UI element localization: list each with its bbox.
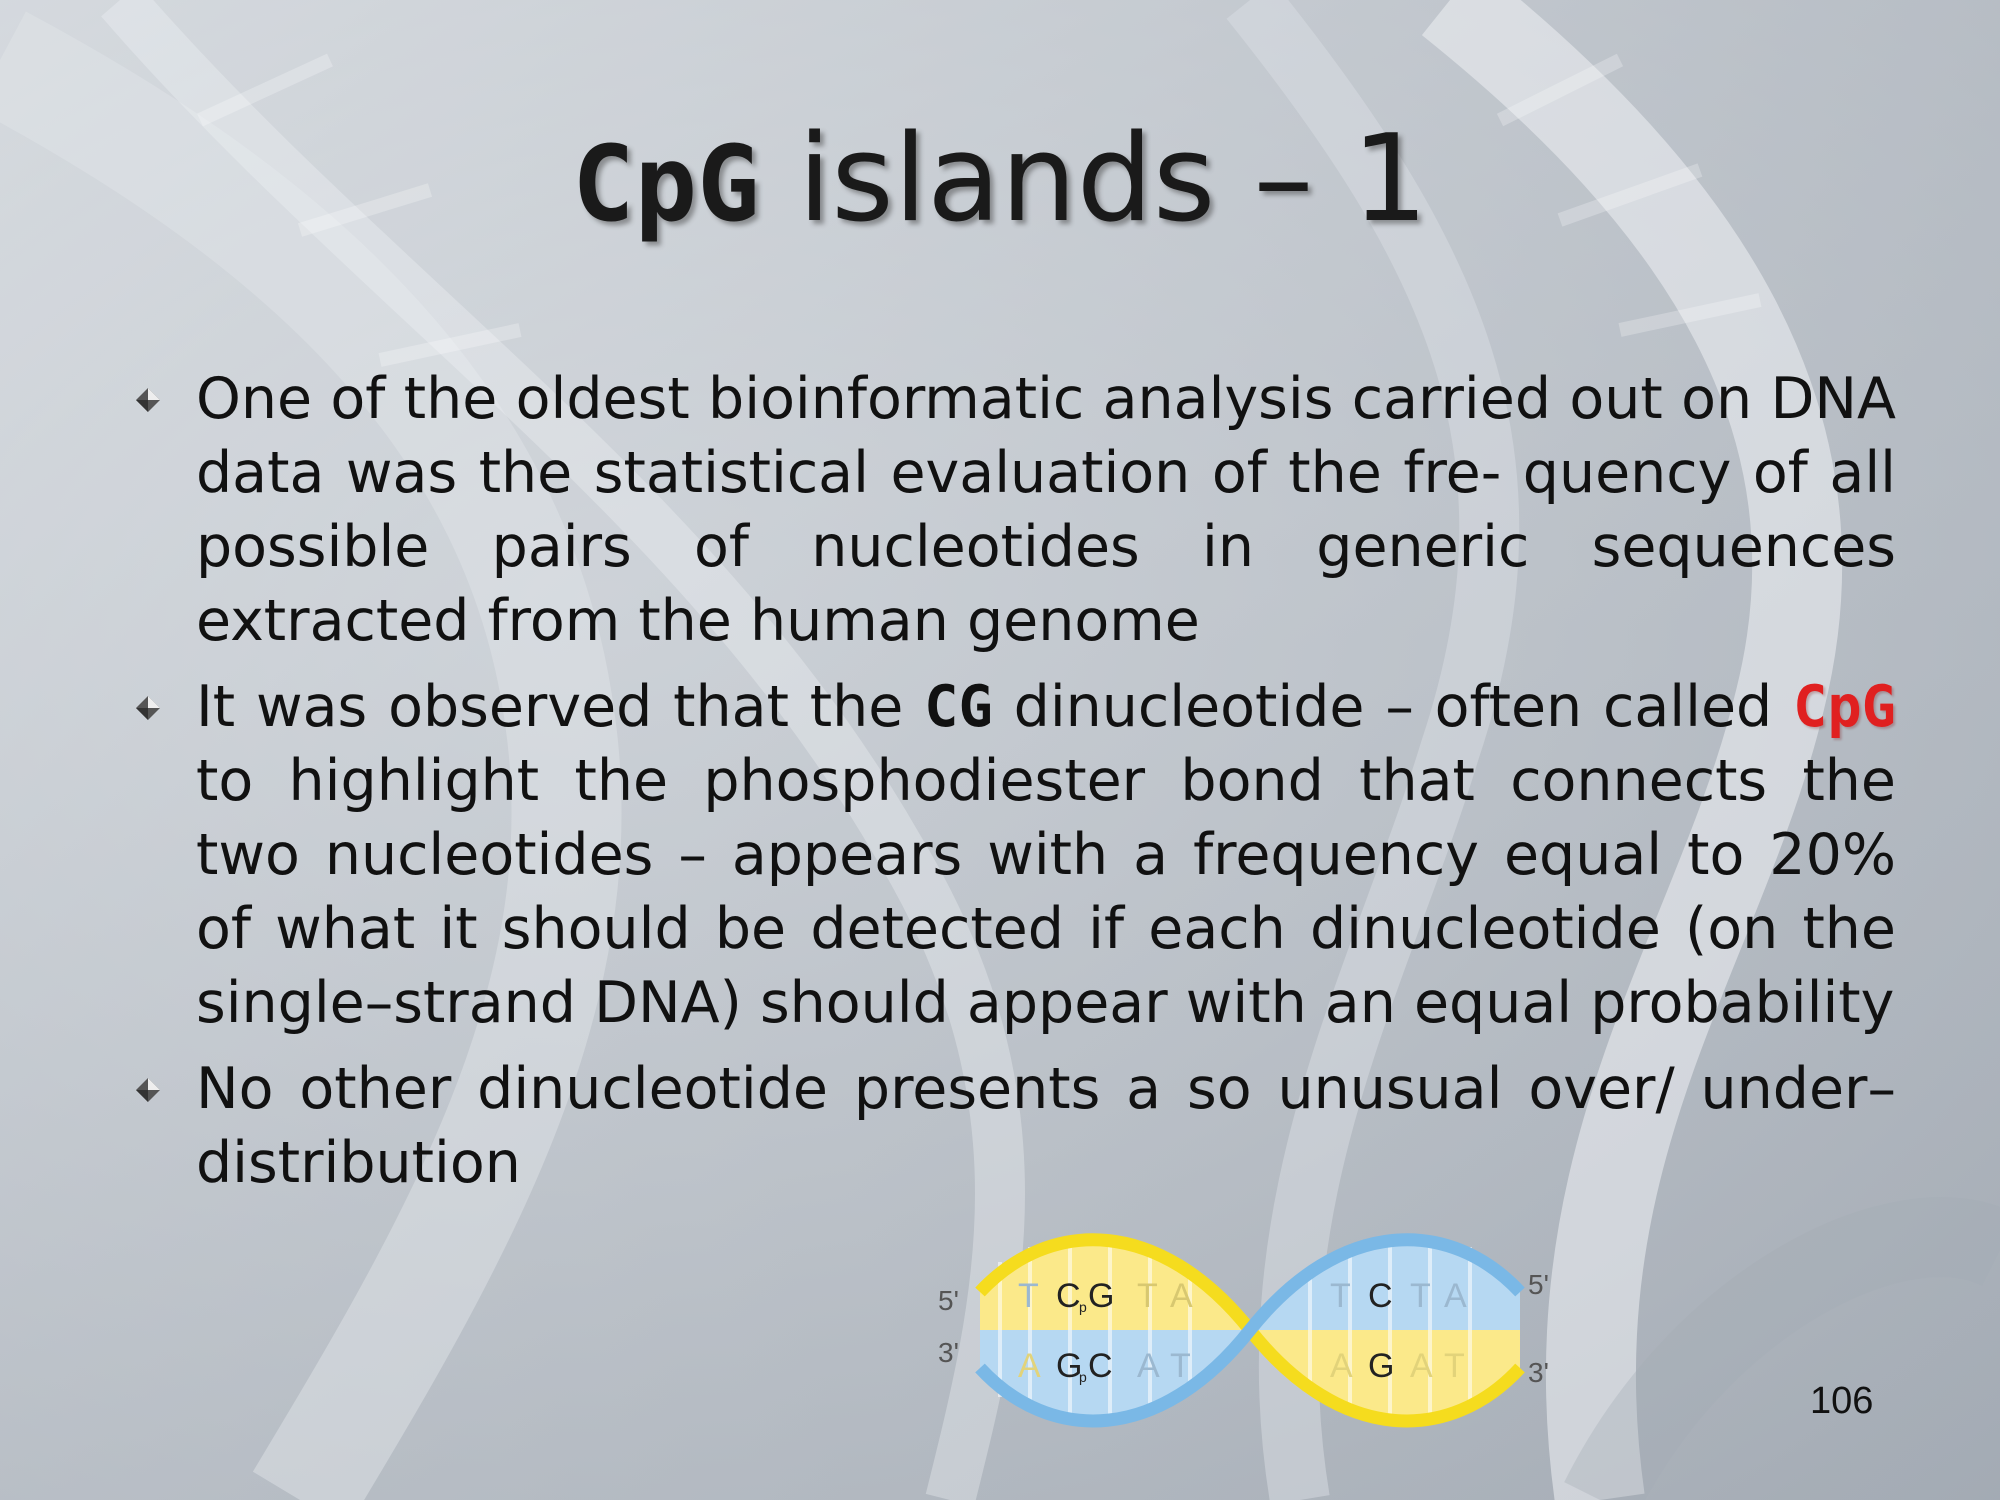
base-letter: A [1018, 1347, 1041, 1385]
cg-code: CG [924, 674, 993, 740]
bullet-2-text-c: to highlight the phosphodiester bond tha… [196, 748, 1896, 1036]
base-letter: G [1088, 1277, 1114, 1315]
blue-backbone [975, 1233, 1525, 1428]
base-letter: T [1410, 1277, 1431, 1315]
right-top-label: 5' [1528, 1269, 1549, 1300]
bond-label: p [1079, 1369, 1087, 1385]
bullet-diamond-icon [136, 696, 160, 720]
base-letter: C [1088, 1347, 1113, 1385]
base-letter: T [1170, 1347, 1191, 1385]
right-loop-bottom-fill [1250, 1330, 1520, 1421]
title-text: islands – 1 [759, 110, 1429, 249]
base-letter: A [1137, 1347, 1160, 1385]
bullet-2-text-a: It was observed that the [196, 674, 925, 740]
bullet-3: No other dinucleotide presents a so unus… [136, 1052, 1896, 1200]
bullet-list: One of the oldest bioinformatic analysis… [136, 362, 1896, 1212]
bond-label: p [1079, 1299, 1087, 1315]
left-loop-top-fill [980, 1239, 1250, 1330]
base-letter: A [1170, 1277, 1193, 1315]
bullet-2: It was observed that the CG dinucleotide… [136, 670, 1896, 1040]
cpg-code: CpG [1793, 674, 1896, 740]
bullet-2-text-b: dinucleotide – often called [992, 674, 1794, 740]
base-letter: G [1056, 1347, 1082, 1385]
base-letter: A [1410, 1347, 1433, 1385]
left-bottom-label: 3' [938, 1337, 959, 1368]
base-letter: C [1056, 1277, 1081, 1315]
bullet-3-text: No other dinucleotide presents a so unus… [196, 1056, 1896, 1196]
bullet-diamond-icon [136, 1078, 160, 1102]
base-letter: T [1018, 1277, 1039, 1315]
bullet-1: One of the oldest bioinformatic analysis… [136, 362, 1896, 658]
rungs [998, 1240, 1472, 1420]
base-letter: C [1368, 1277, 1393, 1315]
base-letter: T [1137, 1277, 1158, 1315]
left-top-label: 5' [938, 1285, 959, 1316]
base-letter: T [1330, 1277, 1351, 1315]
slide-title: CpG islands – 1 [0, 110, 2000, 254]
page-number: 106 [1810, 1380, 1874, 1422]
base-letter: A [1444, 1277, 1467, 1315]
bullet-diamond-icon [136, 388, 160, 412]
dna-double-helix-diagram: 5' 3' 5' 3' T C p G T A A G p C A T T C … [938, 1233, 1549, 1428]
base-letter: T [1444, 1347, 1465, 1385]
right-bottom-label: 3' [1528, 1357, 1549, 1388]
title-mono-text: CpG [571, 123, 760, 245]
bullet-1-text: One of the oldest bioinformatic analysis… [196, 366, 1896, 654]
base-letter: A [1330, 1347, 1353, 1385]
base-letter: G [1368, 1347, 1394, 1385]
